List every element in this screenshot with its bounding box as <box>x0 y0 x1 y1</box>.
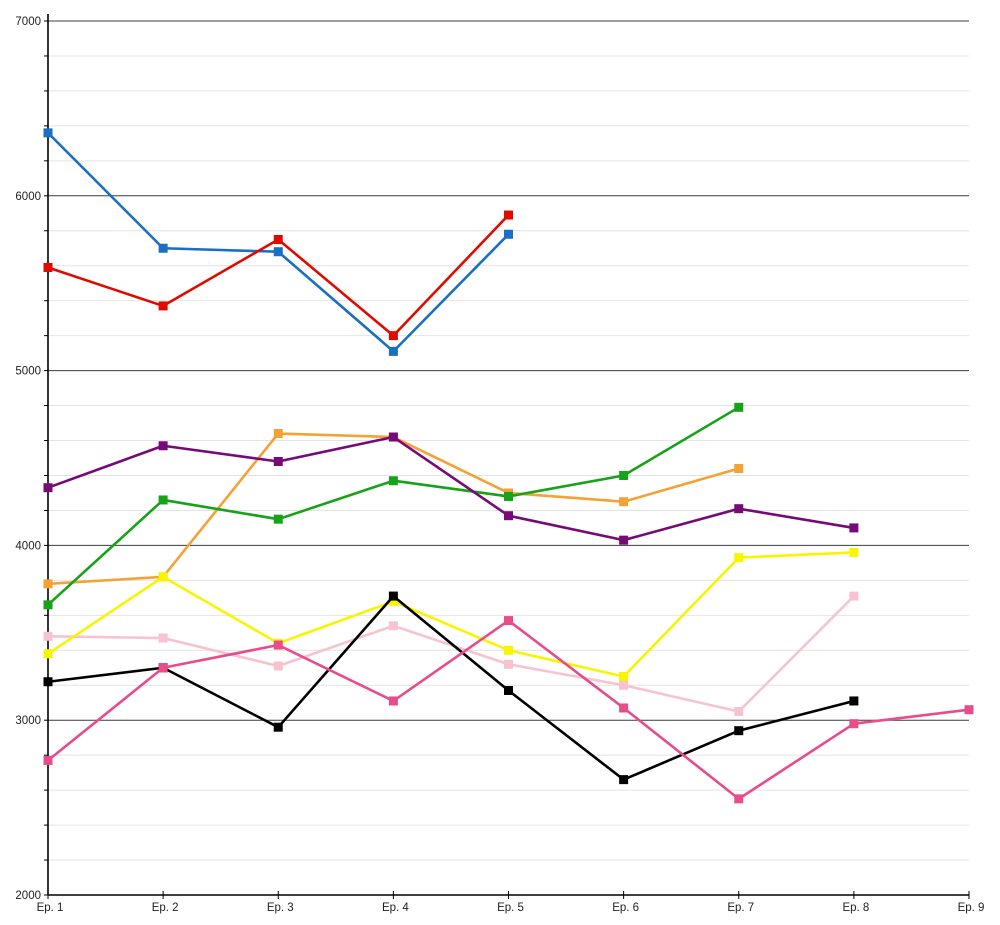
series-marker-yellow <box>849 547 859 557</box>
series-marker-hot-pink <box>273 640 283 650</box>
series-marker-green <box>504 491 513 501</box>
x-tick-label: Ep. 2 <box>152 902 179 914</box>
series-marker-black <box>43 677 53 687</box>
series-marker-light-pink <box>388 621 398 631</box>
series-marker-light-pink <box>504 659 513 669</box>
series-marker-red <box>43 262 53 272</box>
series-marker-red <box>388 331 398 341</box>
series-marker-green <box>388 476 398 486</box>
series-marker-purple <box>504 511 513 521</box>
series-marker-yellow <box>619 672 629 681</box>
series-line-light-pink <box>46 594 856 713</box>
series-marker-yellow <box>504 645 513 655</box>
series-marker-black <box>504 685 513 695</box>
series-marker-yellow <box>734 553 744 563</box>
series-marker-red <box>158 301 168 311</box>
series-marker-green <box>619 470 629 480</box>
series-marker-purple <box>158 441 168 451</box>
series-marker-purple <box>849 523 859 533</box>
series-marker-hot-pink <box>619 703 629 713</box>
series-marker-yellow <box>43 649 53 659</box>
series-marker-green <box>734 402 744 412</box>
x-tick-label: Ep. 9 <box>958 902 985 914</box>
series-marker-purple <box>734 504 744 514</box>
series-marker-black <box>734 726 744 736</box>
x-tick-label: Ep. 8 <box>842 902 869 914</box>
series-marker-light-pink <box>43 631 53 641</box>
series-line-purple <box>46 435 856 542</box>
series-marker-hot-pink <box>504 616 513 626</box>
y-tick-label: 5000 <box>15 366 41 378</box>
series-marker-light-pink <box>619 680 629 690</box>
series-line-black <box>46 594 856 781</box>
series-marker-green <box>273 514 283 524</box>
y-tick-label: 3000 <box>15 715 41 727</box>
series-marker-yellow <box>158 572 168 582</box>
series-marker-orange <box>734 463 744 473</box>
series-marker-purple <box>273 456 283 466</box>
series-marker-light-pink <box>158 633 168 643</box>
series-marker-black <box>849 696 859 706</box>
series-marker-purple <box>43 483 53 493</box>
y-tick-label: 7000 <box>15 16 41 28</box>
series-marker-red <box>504 210 513 220</box>
x-tick-label: Ep. 7 <box>727 902 754 914</box>
series-marker-blue <box>158 243 168 253</box>
x-tick-label: Ep. 3 <box>267 902 294 914</box>
series-marker-light-pink <box>273 661 283 671</box>
series-marker-light-pink <box>734 706 744 716</box>
series-marker-orange <box>619 497 629 507</box>
series-marker-purple <box>388 432 398 442</box>
series-marker-red <box>273 235 283 244</box>
y-tick-label: 2000 <box>15 890 41 902</box>
series-marker-blue <box>43 128 53 138</box>
series-marker-hot-pink <box>849 719 859 729</box>
x-tick-label: Ep. 5 <box>497 902 524 914</box>
series-marker-blue <box>388 346 398 356</box>
x-tick-label: Ep. 1 <box>37 902 64 914</box>
series-marker-green <box>158 495 168 505</box>
series-marker-black <box>388 591 398 601</box>
series-marker-light-pink <box>849 591 859 601</box>
series-marker-green <box>43 600 53 610</box>
series-marker-black <box>273 722 283 732</box>
series-marker-purple <box>619 535 629 545</box>
series-marker-hot-pink <box>964 705 974 715</box>
series-marker-orange <box>273 429 283 439</box>
series-marker-hot-pink <box>158 663 168 673</box>
series-marker-yellow <box>388 596 398 606</box>
series-marker-hot-pink <box>388 696 398 706</box>
y-tick-label: 4000 <box>15 540 41 552</box>
series-marker-hot-pink <box>43 755 53 765</box>
series-marker-black <box>619 775 629 785</box>
series-line-yellow <box>46 551 856 678</box>
series-marker-blue <box>273 247 283 257</box>
y-tick-label: 6000 <box>15 191 41 203</box>
series-marker-orange <box>43 579 53 589</box>
series-marker-blue <box>504 229 513 239</box>
series-marker-hot-pink <box>734 794 744 804</box>
series-line-red <box>46 213 510 337</box>
x-tick-label: Ep. 6 <box>612 902 639 914</box>
x-tick-label: Ep. 4 <box>382 902 409 914</box>
